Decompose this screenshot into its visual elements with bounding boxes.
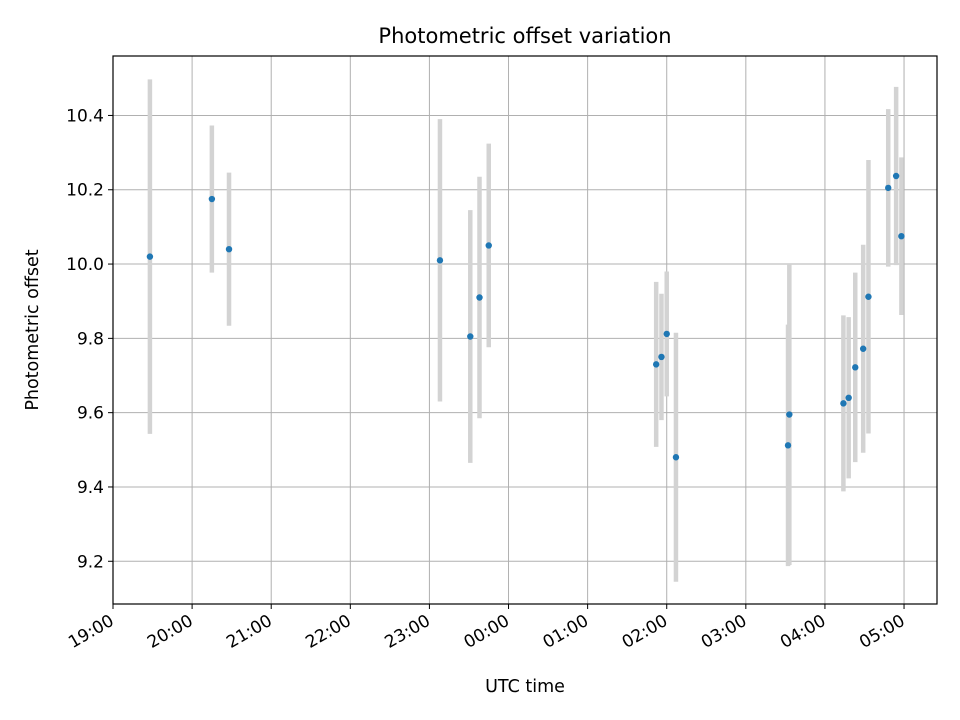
x-tick-label: 22:00 [302, 611, 354, 653]
y-tick-label: 10.0 [66, 255, 104, 275]
data-point [467, 333, 474, 340]
y-axis-label: Photometric offset [23, 249, 43, 410]
grid [112, 56, 937, 604]
data-point [663, 330, 670, 338]
data-point [485, 242, 492, 249]
data-point [892, 172, 900, 180]
x-tick-label: 03:00 [698, 611, 750, 653]
x-tick-label: 01:00 [540, 611, 592, 653]
data-point [652, 361, 660, 368]
data-point [898, 232, 905, 240]
data-point [784, 442, 792, 449]
x-tick-label: 04:00 [777, 611, 829, 653]
data-point [436, 257, 444, 264]
error-bars [147, 79, 904, 582]
data-points [146, 172, 905, 461]
y-tick-label: 9.2 [77, 552, 104, 572]
y-tick-label: 10.4 [66, 106, 104, 126]
data-point [885, 184, 892, 192]
data-point [852, 364, 859, 371]
data-point [146, 253, 154, 260]
x-tick-label: 23:00 [381, 611, 433, 653]
y-tick-label: 9.8 [77, 329, 104, 349]
x-tick-label: 20:00 [144, 611, 196, 653]
x-tick-label: 05:00 [856, 611, 908, 653]
data-point [859, 345, 867, 352]
data-point [225, 245, 233, 253]
data-point [658, 353, 665, 361]
data-point [208, 195, 216, 203]
x-axis-label: UTC time [485, 677, 565, 697]
y-tick-label: 10.2 [66, 181, 104, 201]
data-point [786, 411, 793, 418]
y-tick-label: 9.6 [77, 404, 104, 424]
data-point [476, 294, 483, 301]
x-tick-label: 19:00 [65, 611, 117, 653]
data-point [865, 293, 872, 300]
data-point [840, 400, 847, 407]
x-tick-label: 21:00 [223, 611, 275, 653]
chart-title: Photometric offset variation [378, 24, 671, 48]
x-tick-label: 00:00 [461, 611, 513, 653]
data-point [845, 394, 852, 402]
plot-frame [112, 55, 938, 605]
data-point [672, 454, 680, 461]
y-tick-label: 9.4 [77, 478, 104, 498]
x-tick-label: 02:00 [619, 611, 671, 653]
